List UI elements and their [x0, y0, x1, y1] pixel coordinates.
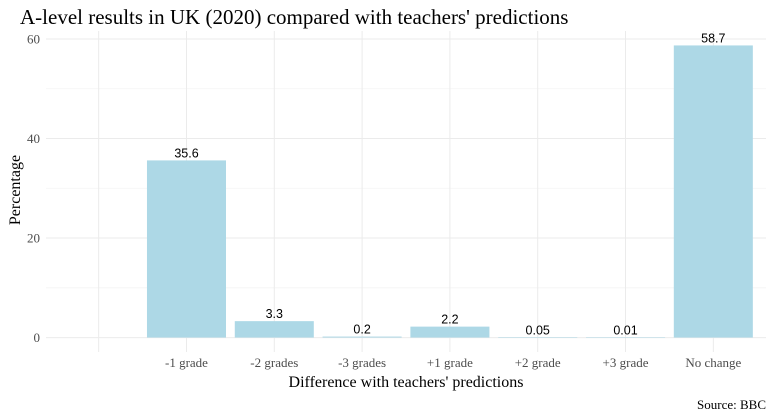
x-tick-label: +1 grade	[427, 355, 473, 370]
y-tick-label: 60	[27, 31, 40, 46]
x-tick-label: -2 grades	[250, 355, 298, 370]
bar	[234, 321, 314, 338]
data-label: 0.2	[353, 323, 370, 337]
y-tick-label: 0	[34, 330, 41, 345]
data-label: 35.6	[174, 146, 198, 160]
data-label: 2.2	[441, 313, 458, 327]
bar	[586, 337, 666, 339]
x-tick-label: +2 grade	[515, 355, 561, 370]
y-axis-ticks: 0 20 40 60	[27, 31, 40, 345]
data-label: 58.7	[701, 31, 725, 45]
y-tick-label: 40	[27, 131, 40, 146]
y-tick-label: 20	[27, 231, 40, 246]
data-label: 0.05	[526, 323, 550, 337]
bar	[410, 326, 490, 338]
data-label: 0.01	[613, 324, 637, 338]
grid	[46, 31, 766, 352]
bar	[322, 336, 402, 338]
data-label: 3.3	[266, 307, 283, 321]
x-axis-ticks: -1 grade -2 grades -3 grades +1 grade +2 gra…	[165, 355, 742, 370]
x-axis-title: Difference with teachers' predictions	[289, 374, 524, 391]
bar	[146, 160, 226, 338]
source-caption: Source: BBC	[697, 397, 766, 412]
y-axis-title: Percentage	[7, 155, 24, 225]
bars	[146, 45, 753, 339]
x-tick-label: +3 grade	[603, 355, 649, 370]
x-tick-label: -3 grades	[338, 355, 386, 370]
bar	[673, 45, 753, 338]
data-labels: 35.6 3.3 0.2 2.2 0.05 0.01 58.7	[174, 31, 725, 337]
x-tick-label: No change	[685, 355, 741, 370]
x-tick-label: -1 grade	[165, 355, 208, 370]
chart-title: A-level results in UK (2020) compared wi…	[20, 5, 568, 29]
bar	[498, 337, 578, 338]
